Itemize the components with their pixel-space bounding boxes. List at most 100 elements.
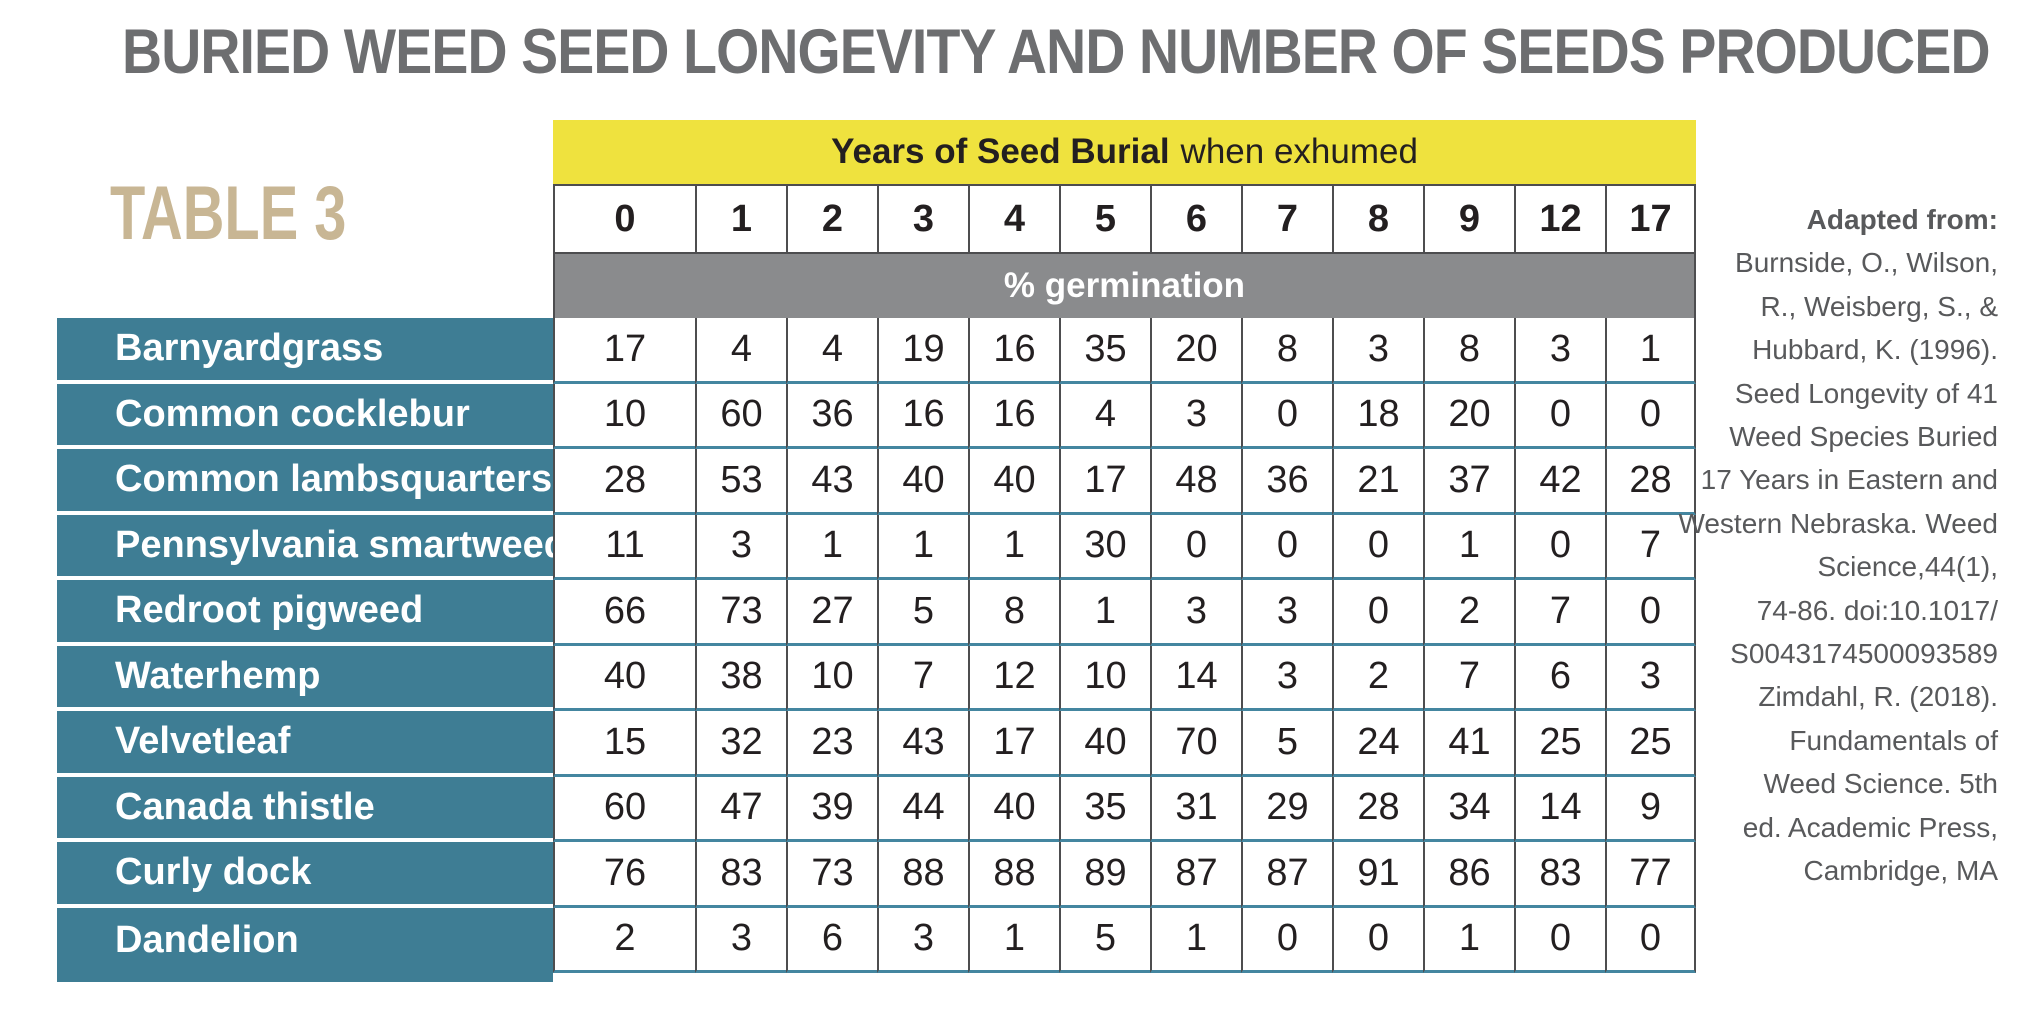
germination-value-cell: 19 bbox=[877, 318, 968, 384]
germination-value-cell: 88 bbox=[877, 842, 968, 908]
germination-value-cell: 23 bbox=[786, 711, 877, 777]
germination-value-cell: 83 bbox=[695, 842, 786, 908]
germination-value-cell: 3 bbox=[1332, 318, 1423, 384]
table-row: Pennsylvania smartweed 11 3 1 1 1 30 0 0 0 1 0 7 bbox=[57, 514, 1696, 580]
germination-value-cell: 28 bbox=[553, 449, 695, 515]
citation-line: Science,44(1), bbox=[1817, 551, 1998, 583]
year-column-header: 6 bbox=[1150, 186, 1241, 254]
germination-value-cell: 10 bbox=[553, 383, 695, 449]
citation-line: 17 Years in Eastern and bbox=[1700, 464, 1998, 496]
germination-value-cell: 3 bbox=[1150, 580, 1241, 646]
germination-value-cell: 1 bbox=[968, 514, 1059, 580]
table-body: Barnyardgrass 17 4 4 19 16 35 20 8 3 8 3 1 Common coc… bbox=[57, 318, 1696, 973]
germination-value-cell: 29 bbox=[1241, 776, 1332, 842]
year-column-header: 0 bbox=[553, 186, 695, 254]
germination-value-cell: 0 bbox=[1150, 514, 1241, 580]
germination-value-cell: 3 bbox=[1150, 383, 1241, 449]
germination-value-cell: 73 bbox=[786, 842, 877, 908]
germination-value-cell: 14 bbox=[1514, 776, 1605, 842]
germination-value-cell: 41 bbox=[1423, 711, 1514, 777]
germination-value-cell: 10 bbox=[786, 645, 877, 711]
germination-value-cell: 91 bbox=[1332, 842, 1423, 908]
germination-value-cell: 35 bbox=[1059, 318, 1150, 384]
germination-value-cell: 0 bbox=[1514, 383, 1605, 449]
species-row-label: Common cocklebur bbox=[57, 383, 553, 449]
table-row: Redroot pigweed 66 73 27 5 8 1 3 3 0 2 7 0 bbox=[57, 580, 1696, 646]
germination-value-cell: 1 bbox=[1423, 514, 1514, 580]
germination-value-cell: 0 bbox=[1332, 907, 1423, 973]
germination-value-cell: 77 bbox=[1605, 842, 1696, 908]
year-column-header: 4 bbox=[968, 186, 1059, 254]
germination-value-cell: 2 bbox=[1332, 645, 1423, 711]
germination-value-cell: 4 bbox=[695, 318, 786, 384]
germination-value-cell: 44 bbox=[877, 776, 968, 842]
germination-value-cell: 21 bbox=[1332, 449, 1423, 515]
germination-value-cell: 9 bbox=[1605, 776, 1696, 842]
year-column-header: 12 bbox=[1514, 186, 1605, 254]
germination-value-cell: 0 bbox=[1241, 907, 1332, 973]
germination-value-cell: 88 bbox=[968, 842, 1059, 908]
germination-value-cell: 31 bbox=[1150, 776, 1241, 842]
germination-value-cell: 6 bbox=[786, 907, 877, 973]
germination-value-cell: 12 bbox=[968, 645, 1059, 711]
germination-value-cell: 8 bbox=[1423, 318, 1514, 384]
species-row-label: Dandelion bbox=[57, 907, 553, 973]
germination-value-cell: 16 bbox=[968, 318, 1059, 384]
germination-value-cell: 16 bbox=[968, 383, 1059, 449]
citation-block: Adapted from: Burnside, O., Wilson, R., W… bbox=[1668, 198, 1998, 893]
germination-value-cell: 10 bbox=[1059, 645, 1150, 711]
table-row: Barnyardgrass 17 4 4 19 16 35 20 8 3 8 3 1 bbox=[57, 318, 1696, 384]
germination-value-cell: 5 bbox=[877, 580, 968, 646]
germination-value-cell: 15 bbox=[553, 711, 695, 777]
germination-value-cell: 3 bbox=[695, 907, 786, 973]
germination-value-cell: 86 bbox=[1423, 842, 1514, 908]
year-column-header: 17 bbox=[1605, 186, 1696, 254]
germination-value-cell: 87 bbox=[1241, 842, 1332, 908]
label-column-spacer bbox=[57, 120, 553, 186]
germination-value-cell: 60 bbox=[553, 776, 695, 842]
germination-value-cell: 3 bbox=[877, 907, 968, 973]
germination-value-cell: 38 bbox=[695, 645, 786, 711]
year-column-header: 8 bbox=[1332, 186, 1423, 254]
page-title: BURIED WEED SEED LONGEVITY AND NUMBER OF… bbox=[122, 17, 1990, 87]
germination-value-cell: 53 bbox=[695, 449, 786, 515]
germination-value-cell: 7 bbox=[1423, 645, 1514, 711]
label-column-spacer bbox=[57, 186, 553, 254]
germination-value-cell: 66 bbox=[553, 580, 695, 646]
germination-value-cell: 43 bbox=[877, 711, 968, 777]
years-header-bold-text: Years of Seed Burial bbox=[831, 132, 1170, 171]
table-row: Waterhemp 40 38 10 7 12 10 14 3 2 7 6 3 bbox=[57, 645, 1696, 711]
species-row-label: Common lambsquarters bbox=[57, 449, 553, 515]
germination-value-cell: 3 bbox=[1605, 645, 1696, 711]
germination-value-cell: 25 bbox=[1605, 711, 1696, 777]
germination-value-cell: 28 bbox=[1605, 449, 1696, 515]
germination-value-cell: 40 bbox=[1059, 711, 1150, 777]
citation-line: S0043174500093589 bbox=[1730, 638, 1998, 670]
germination-value-cell: 30 bbox=[1059, 514, 1150, 580]
species-row-label: Curly dock bbox=[57, 842, 553, 908]
germination-value-cell: 28 bbox=[1332, 776, 1423, 842]
germination-value-cell: 37 bbox=[1423, 449, 1514, 515]
citation-line: Hubbard, K. (1996). bbox=[1752, 334, 1998, 366]
germination-value-cell: 3 bbox=[1514, 318, 1605, 384]
germination-value-cell: 4 bbox=[1059, 383, 1150, 449]
germination-value-cell: 8 bbox=[1241, 318, 1332, 384]
germination-value-cell: 17 bbox=[968, 711, 1059, 777]
germination-value-cell: 11 bbox=[553, 514, 695, 580]
citation-line: Weed Species Buried bbox=[1729, 421, 1998, 453]
germination-value-cell: 1 bbox=[877, 514, 968, 580]
label-column-spacer bbox=[57, 254, 553, 318]
germination-value-cell: 24 bbox=[1332, 711, 1423, 777]
citation-line: 74-86. doi:10.1017/ bbox=[1756, 594, 1998, 626]
year-column-header: 7 bbox=[1241, 186, 1332, 254]
germination-value-cell: 39 bbox=[786, 776, 877, 842]
year-header-row: 0 1 2 3 4 5 6 7 8 9 12 17 bbox=[57, 186, 1696, 254]
germination-value-cell: 0 bbox=[1605, 907, 1696, 973]
germination-value-cell: 2 bbox=[553, 907, 695, 973]
year-column-header: 2 bbox=[786, 186, 877, 254]
species-row-label: Canada thistle bbox=[57, 776, 553, 842]
germination-value-cell: 36 bbox=[786, 383, 877, 449]
species-row-label: Waterhemp bbox=[57, 645, 553, 711]
germination-value-cell: 34 bbox=[1423, 776, 1514, 842]
